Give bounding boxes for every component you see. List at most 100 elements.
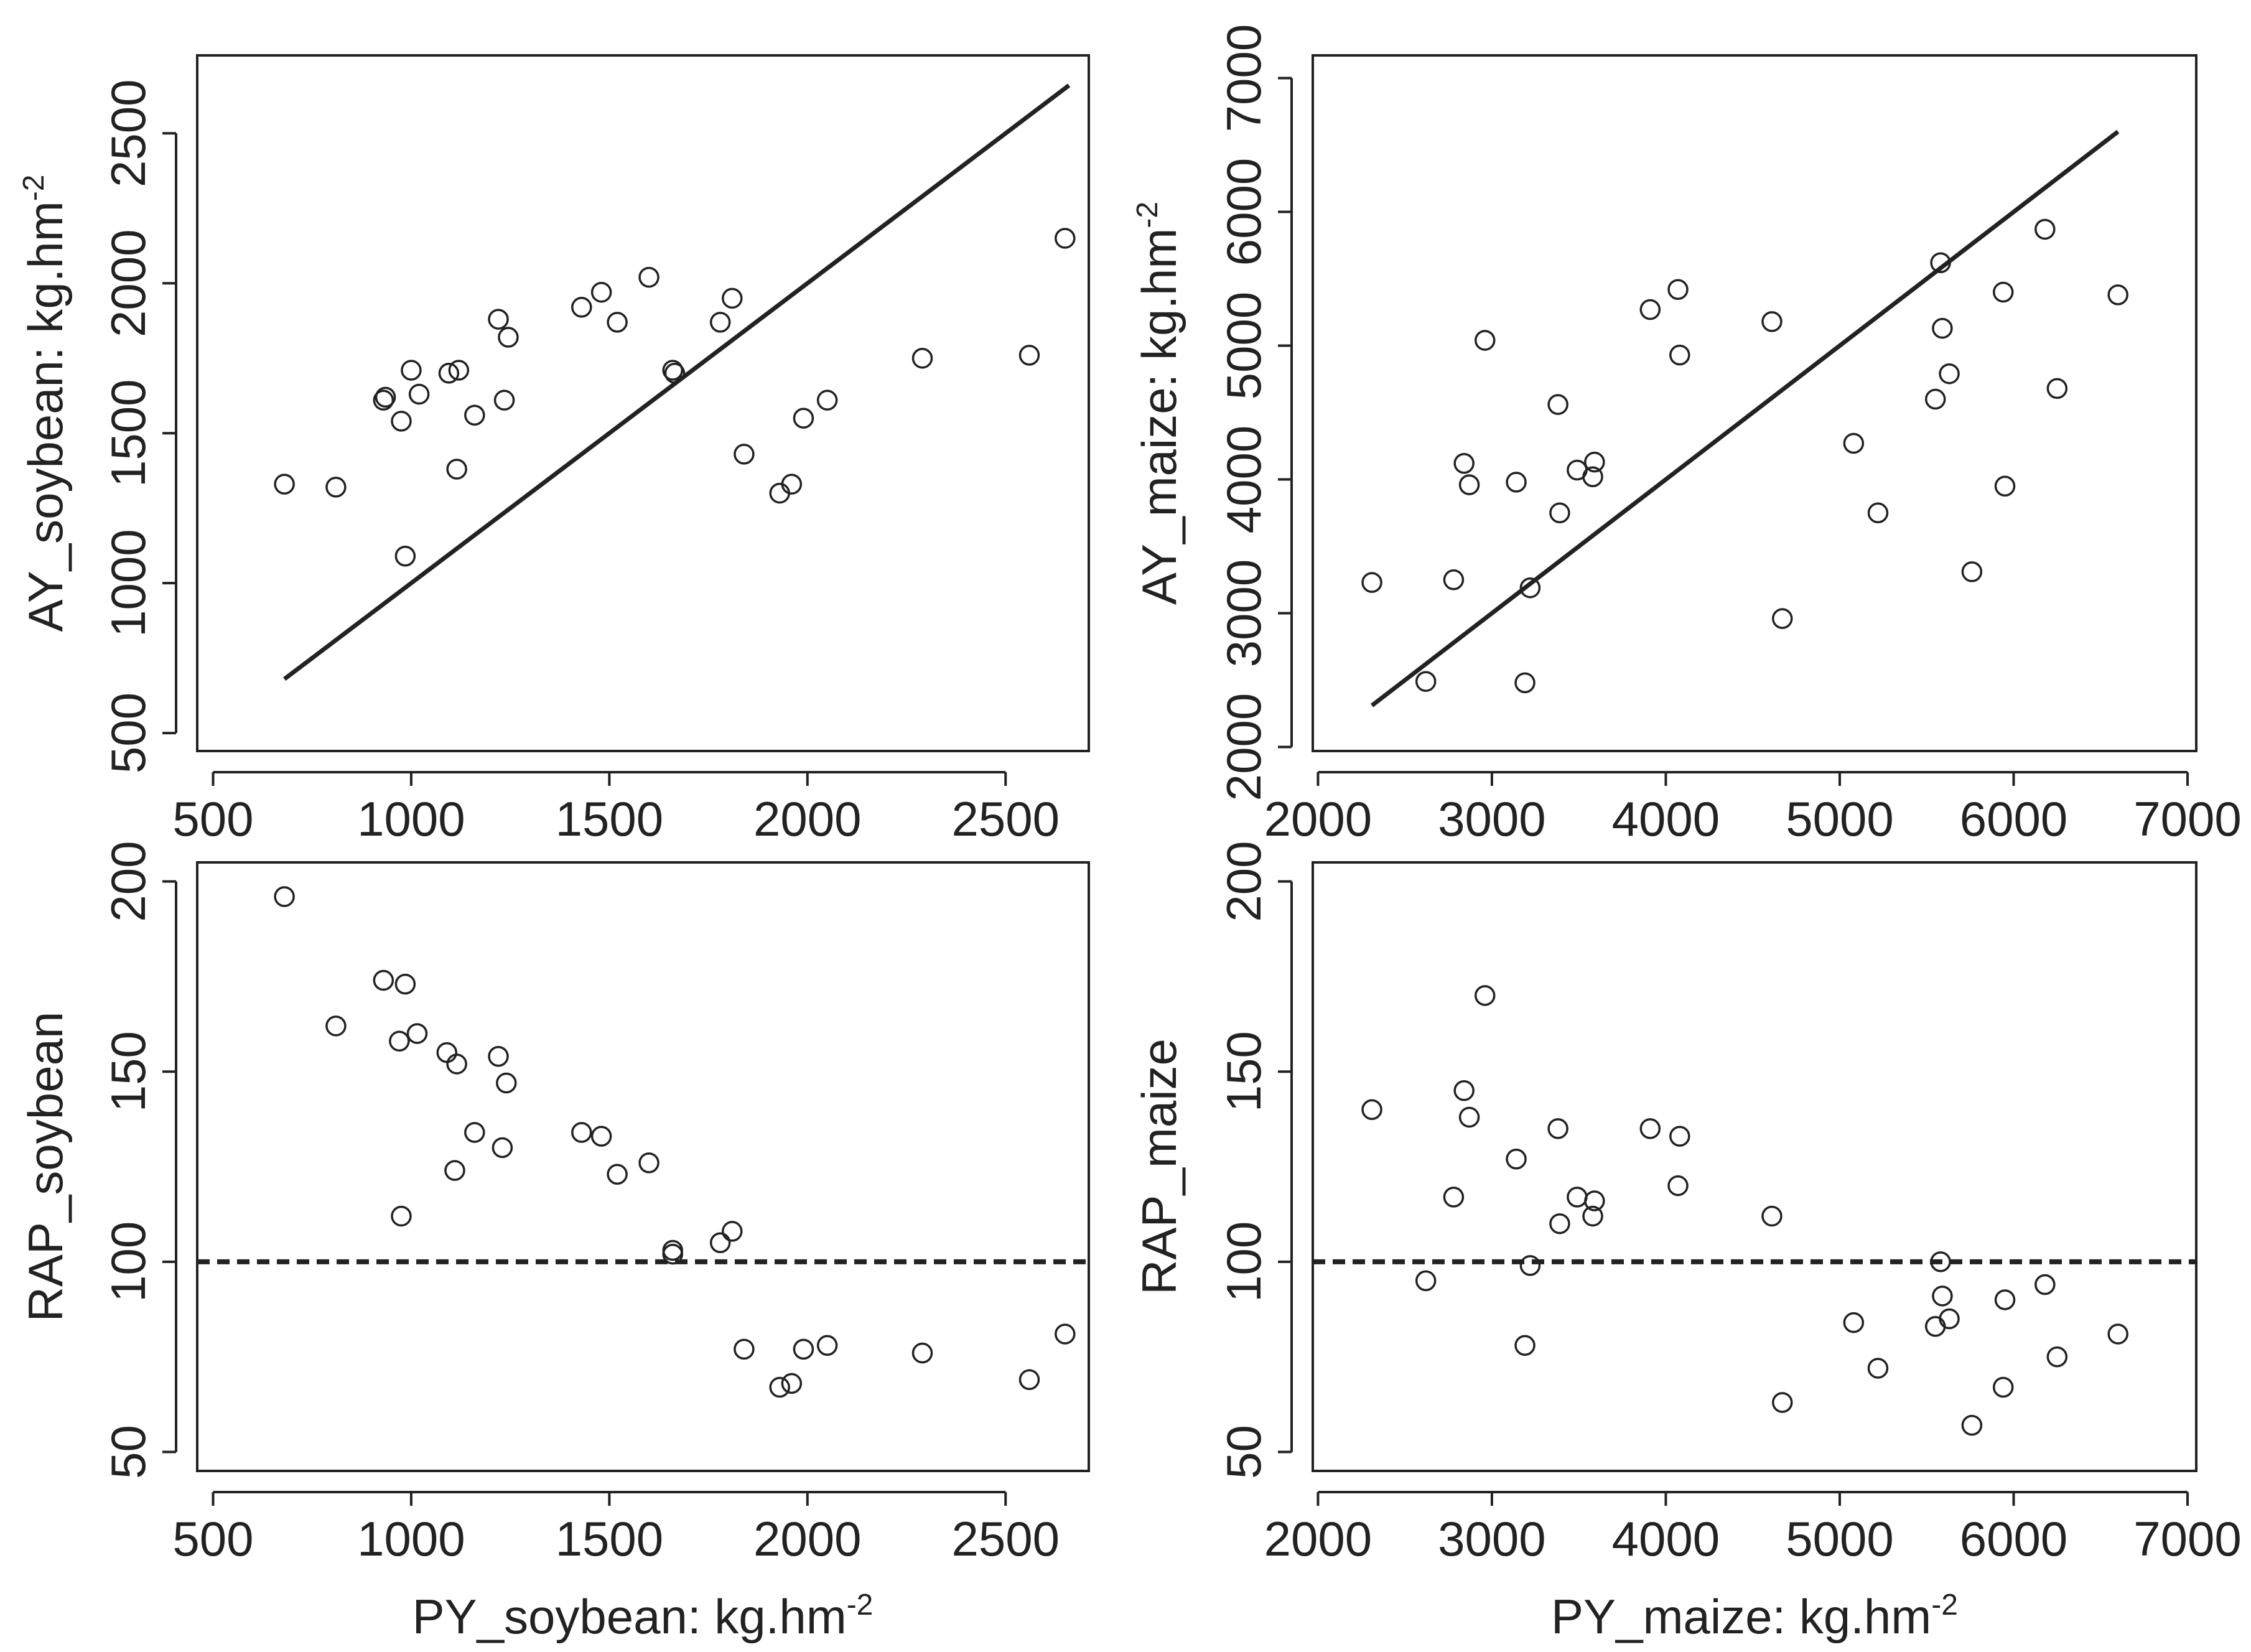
- data-point: [1506, 472, 1527, 493]
- data-point: [1843, 1312, 1865, 1333]
- y-tick-label: 1000: [101, 529, 156, 637]
- data-point: [1771, 608, 1793, 629]
- panel-soybean-ay: AY_soybean: kg.hm-2 500 1000 1500 2000 2500 5…: [17, 54, 1090, 846]
- data-point: [781, 1373, 803, 1394]
- data-point: [1547, 394, 1568, 415]
- data-point: [793, 1338, 814, 1360]
- data-point: [1055, 1323, 1076, 1345]
- panel-maize-ay: AY_maize: kg.hm-2 2000 3000 4000 5000 6000 70…: [1131, 24, 2242, 846]
- x-tick-label: 1000: [357, 1511, 465, 1566]
- y-tick-label: 6000: [1216, 158, 1271, 266]
- data-point: [1582, 1205, 1603, 1227]
- data-point: [391, 1205, 412, 1227]
- y-tick-label: 3000: [1216, 559, 1271, 668]
- data-point: [638, 1152, 659, 1174]
- data-point: [590, 1126, 612, 1147]
- data-point: [1415, 1270, 1437, 1292]
- data-point: [607, 1164, 628, 1185]
- x-tick-label: 7000: [2133, 791, 2242, 846]
- data-point: [1506, 1149, 1527, 1170]
- y-tick-label: 5000: [1216, 292, 1271, 400]
- data-point: [373, 390, 394, 411]
- data-point: [1761, 311, 1783, 332]
- data-point: [1867, 1358, 1889, 1379]
- x-tick-label: 6000: [1960, 1511, 2068, 1566]
- x-tick-label: 7000: [2133, 1511, 2242, 1566]
- ylabel-maize-ay: AY_maize: kg.hm-2: [1131, 202, 1186, 605]
- one-to-one-line: [1370, 129, 2120, 707]
- data-point: [2107, 284, 2128, 306]
- data-point: [662, 1243, 684, 1265]
- y-tick-label: 2000: [1216, 693, 1271, 801]
- y-tick-label: 200: [1216, 841, 1271, 922]
- x-tick-label: 1500: [556, 791, 664, 846]
- data-point: [446, 459, 467, 480]
- x-tick-label: 2500: [951, 1511, 1060, 1566]
- data-point: [391, 411, 412, 432]
- data-point: [1514, 672, 1536, 694]
- data-point: [1843, 432, 1865, 454]
- data-point: [1582, 466, 1603, 487]
- x-tick-label: 1500: [556, 1511, 664, 1566]
- data-point: [590, 281, 612, 303]
- data-point: [709, 1232, 731, 1253]
- data-point: [1961, 561, 1983, 582]
- data-point: [2107, 1323, 2128, 1345]
- plot-frame: [196, 54, 1090, 752]
- data-point: [1669, 1126, 1690, 1147]
- data-point: [446, 1053, 467, 1075]
- data-point: [1639, 1118, 1661, 1139]
- data-point: [662, 360, 684, 381]
- data-point: [274, 474, 295, 495]
- data-point: [394, 546, 416, 567]
- data-point: [781, 474, 803, 495]
- data-point: [406, 1023, 428, 1044]
- data-point: [1932, 317, 1953, 339]
- data-point: [325, 477, 347, 498]
- data-point: [493, 390, 515, 411]
- data-point: [722, 1221, 743, 1242]
- data-point: [709, 312, 731, 333]
- data-point: [1567, 1187, 1588, 1208]
- data-point: [1361, 572, 1382, 593]
- y-tick-label: 150: [1216, 1031, 1271, 1112]
- y-tick-label: 7000: [1216, 24, 1271, 133]
- data-point: [1639, 299, 1661, 320]
- data-point: [492, 1137, 513, 1159]
- data-point: [1549, 1213, 1570, 1234]
- x-tick-label: 3000: [1438, 1511, 1546, 1566]
- data-point: [1519, 1255, 1541, 1276]
- x-tick-label: 2000: [1264, 1511, 1373, 1566]
- data-point: [1992, 281, 2014, 303]
- data-point: [911, 1342, 933, 1364]
- data-point: [1939, 363, 1960, 385]
- data-point: [816, 1335, 838, 1356]
- y-tick-label: 100: [101, 1221, 156, 1302]
- x-tick-label: 5000: [1786, 1511, 1894, 1566]
- x-tick-label: 2000: [753, 1511, 862, 1566]
- data-point: [1930, 1251, 1951, 1272]
- data-point: [1771, 1392, 1793, 1413]
- data-point: [464, 404, 485, 426]
- y-tick-label: 50: [1216, 1425, 1271, 1479]
- x-tick-label: 2000: [1264, 791, 1373, 846]
- y-tick-label: 100: [1216, 1221, 1271, 1302]
- x-tick-label: 4000: [1612, 791, 1720, 846]
- data-point: [638, 266, 659, 288]
- data-point: [1458, 474, 1480, 495]
- data-point: [1549, 502, 1570, 524]
- data-point: [1924, 1315, 1946, 1337]
- data-point: [1443, 1187, 1465, 1208]
- data-point: [1474, 985, 1496, 1006]
- data-point: [664, 363, 686, 384]
- data-point: [1867, 502, 1889, 524]
- data-point: [2046, 378, 2068, 399]
- plot-frame: [1312, 54, 2197, 752]
- data-point: [1453, 1080, 1475, 1101]
- data-point: [1514, 1335, 1536, 1356]
- data-point: [1018, 1369, 1040, 1391]
- data-point: [734, 1338, 755, 1360]
- x-tick-label: 6000: [1960, 791, 2068, 846]
- data-point: [1932, 1286, 1953, 1307]
- y-tick-label: 200: [101, 841, 156, 922]
